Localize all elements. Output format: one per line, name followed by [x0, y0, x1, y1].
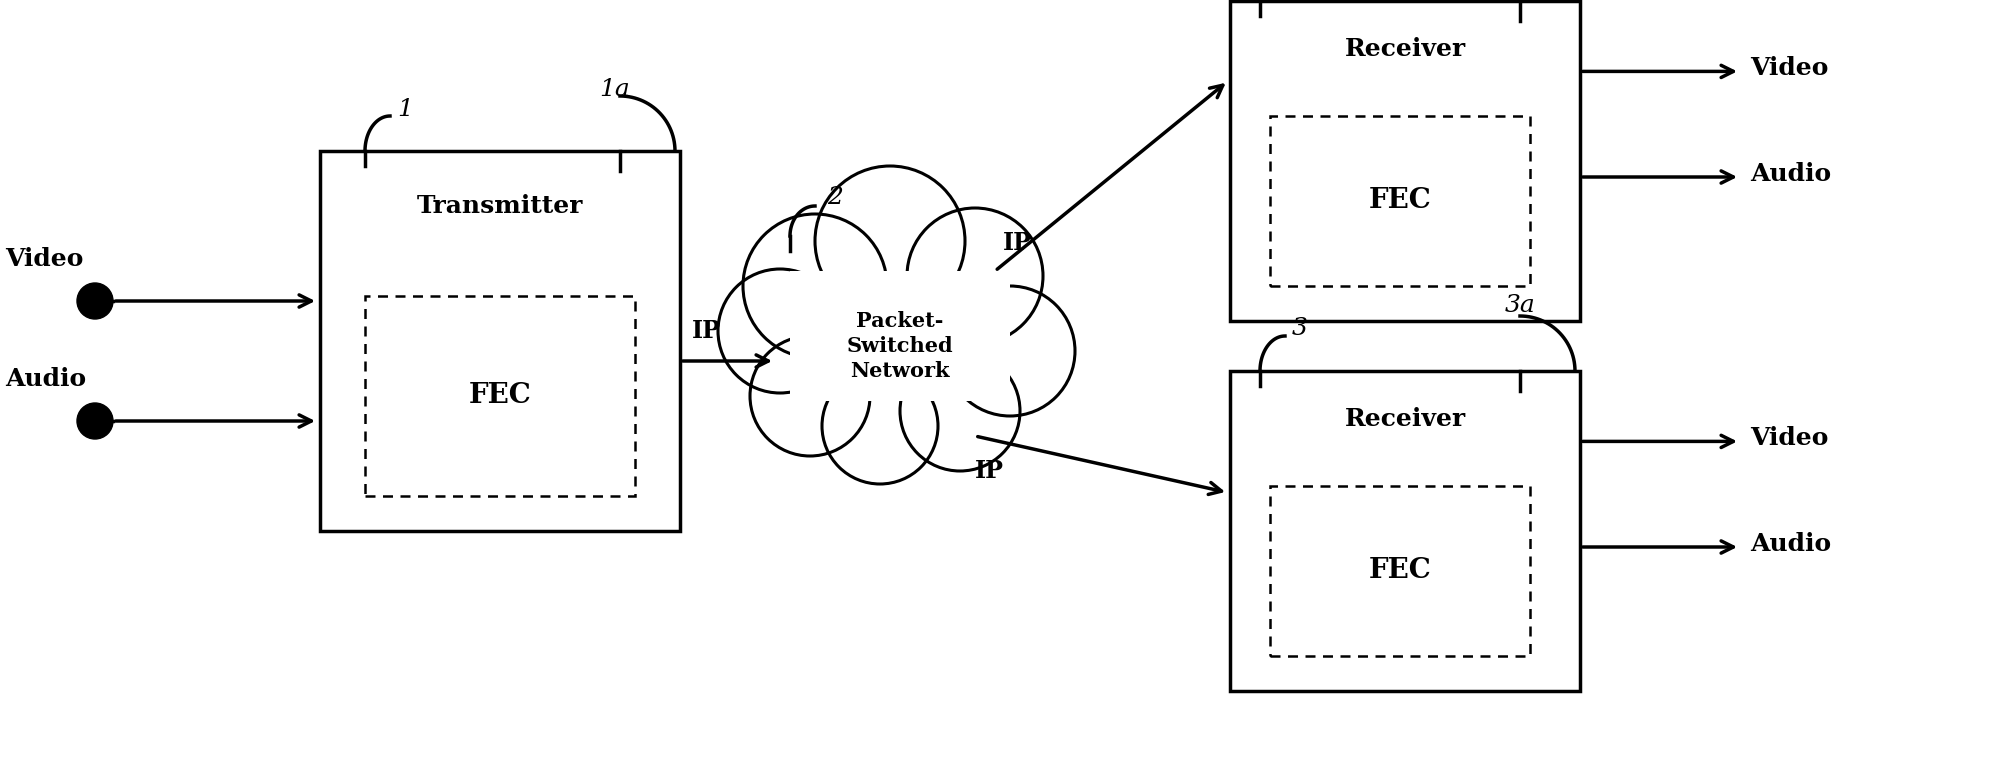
Text: FEC: FEC: [1369, 187, 1431, 214]
Circle shape: [906, 208, 1044, 344]
Bar: [365, 296, 635, 496]
Circle shape: [900, 351, 1020, 471]
Text: Receiver: Receiver: [1345, 37, 1465, 61]
Text: 2: 2: [826, 187, 842, 210]
Bar: [790, 271, 1010, 401]
Text: Transmitter: Transmitter: [417, 194, 583, 218]
Text: Audio: Audio: [1750, 162, 1830, 186]
Bar: [1269, 486, 1531, 656]
Text: Video: Video: [6, 247, 84, 271]
Text: 3: 3: [1291, 318, 1307, 341]
Text: 1: 1: [397, 97, 413, 120]
Text: Audio: Audio: [1750, 532, 1830, 556]
Bar: [319, 151, 681, 531]
Circle shape: [78, 283, 114, 319]
Bar: [1269, 116, 1531, 286]
Circle shape: [814, 166, 964, 316]
Text: Packet-
Switched
Network: Packet- Switched Network: [846, 311, 954, 381]
Text: IP: IP: [693, 319, 721, 343]
Text: IP: IP: [1004, 231, 1032, 255]
Text: IP: IP: [974, 459, 1004, 483]
Circle shape: [822, 368, 938, 484]
Circle shape: [78, 403, 114, 439]
Text: Video: Video: [1750, 56, 1828, 80]
Text: Video: Video: [1750, 426, 1828, 450]
Circle shape: [743, 214, 886, 358]
Text: Receiver: Receiver: [1345, 407, 1465, 431]
Text: FEC: FEC: [1369, 557, 1431, 584]
Text: 1a: 1a: [599, 78, 631, 100]
Circle shape: [750, 336, 870, 456]
Text: 3a: 3a: [1505, 295, 1535, 318]
Text: Audio: Audio: [6, 367, 86, 391]
Bar: [1230, 1, 1581, 321]
Text: FEC: FEC: [469, 382, 531, 409]
Circle shape: [719, 269, 842, 393]
Bar: [1230, 371, 1581, 691]
Circle shape: [944, 286, 1076, 416]
